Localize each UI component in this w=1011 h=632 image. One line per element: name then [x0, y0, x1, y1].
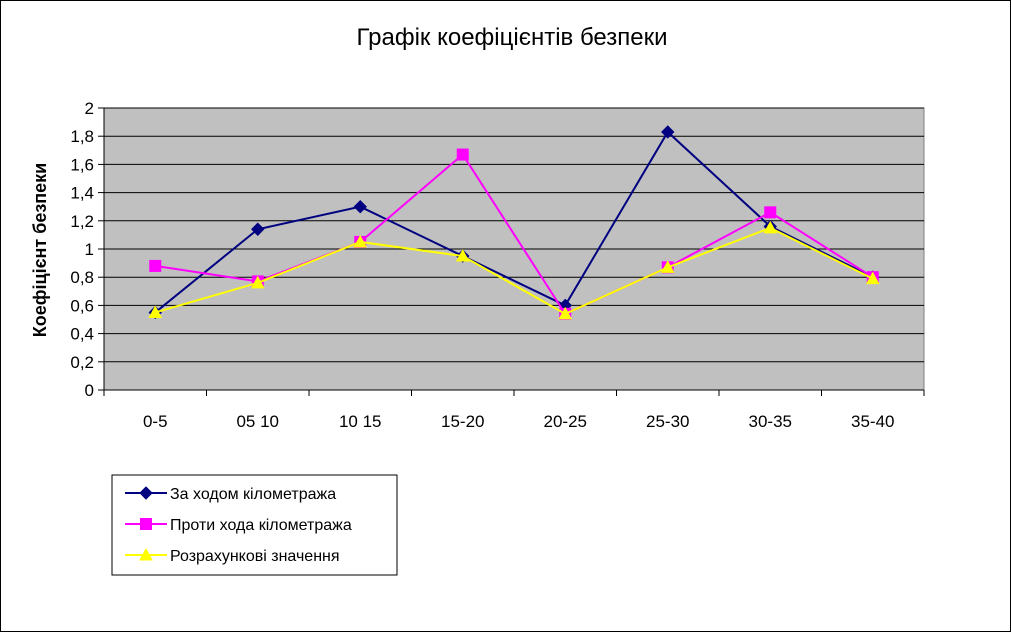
legend: За ходом кілометража Проти хода кілометра… [111, 474, 398, 576]
plot-area: 0 0,2 0,4 0,6 0,8 1 1,2 1,4 1,6 1,8 2 0-5 05 10 10 15… [70, 99, 925, 431]
data-point [455, 249, 470, 262]
series-line [154, 226, 874, 315]
x-tick-label: 0-5 [143, 412, 168, 431]
y-tick-label: 0,6 [70, 296, 94, 315]
legend-marker [139, 486, 153, 500]
legend-item: Проти хода кілометража [125, 517, 352, 534]
data-point [149, 259, 162, 272]
legend-label: Проти хода кілометража [170, 517, 352, 534]
data-point [660, 260, 675, 273]
y-tick-label: 1 [85, 240, 94, 259]
x-tick-label: 20-25 [544, 412, 587, 431]
x-tick-label: 35-40 [851, 412, 894, 431]
data-point [661, 125, 675, 139]
legend-label: За ходом кілометража [170, 486, 336, 503]
x-tick-label: 30-35 [749, 412, 792, 431]
data-point [353, 234, 368, 248]
data-point [865, 271, 880, 285]
series-3 [148, 220, 880, 320]
legend-marker [140, 518, 152, 530]
data-point [764, 206, 777, 219]
y-tick-label: 1,8 [70, 127, 94, 146]
y-tick-label: 2 [85, 99, 94, 118]
legend-marker [139, 547, 153, 561]
y-tick-label: 0,2 [70, 353, 94, 372]
series-line [155, 153, 874, 316]
y-tick-label: 0 [85, 381, 94, 400]
legend-item: За ходом кілометража [125, 486, 336, 503]
data-point [251, 222, 265, 236]
x-tick-label: 10 15 [339, 412, 382, 431]
x-tick-label: 25-30 [646, 412, 689, 431]
data-point [763, 220, 778, 234]
data-point [558, 306, 573, 320]
data-point [353, 199, 367, 214]
x-tick-label: 05 10 [236, 412, 279, 431]
data-point [456, 148, 469, 161]
chart-title: Графік коефіцієнтів безпеки [356, 24, 667, 51]
data-point [148, 305, 163, 318]
y-tick-label: 1,6 [70, 155, 94, 174]
series-line [154, 130, 874, 314]
legend-label: Розрахункові значення [170, 548, 340, 565]
y-axis-label: Коефіцієнт безпеки [30, 163, 50, 337]
data-point [250, 275, 265, 289]
legend-item: Розрахункові значення [125, 547, 340, 565]
x-tick-label: 15-20 [441, 412, 484, 431]
y-tick-label: 0,4 [70, 325, 94, 344]
y-tick-label: 0,8 [70, 268, 94, 287]
y-tick-label: 1,4 [70, 184, 94, 203]
y-tick-label: 1,2 [70, 212, 94, 231]
